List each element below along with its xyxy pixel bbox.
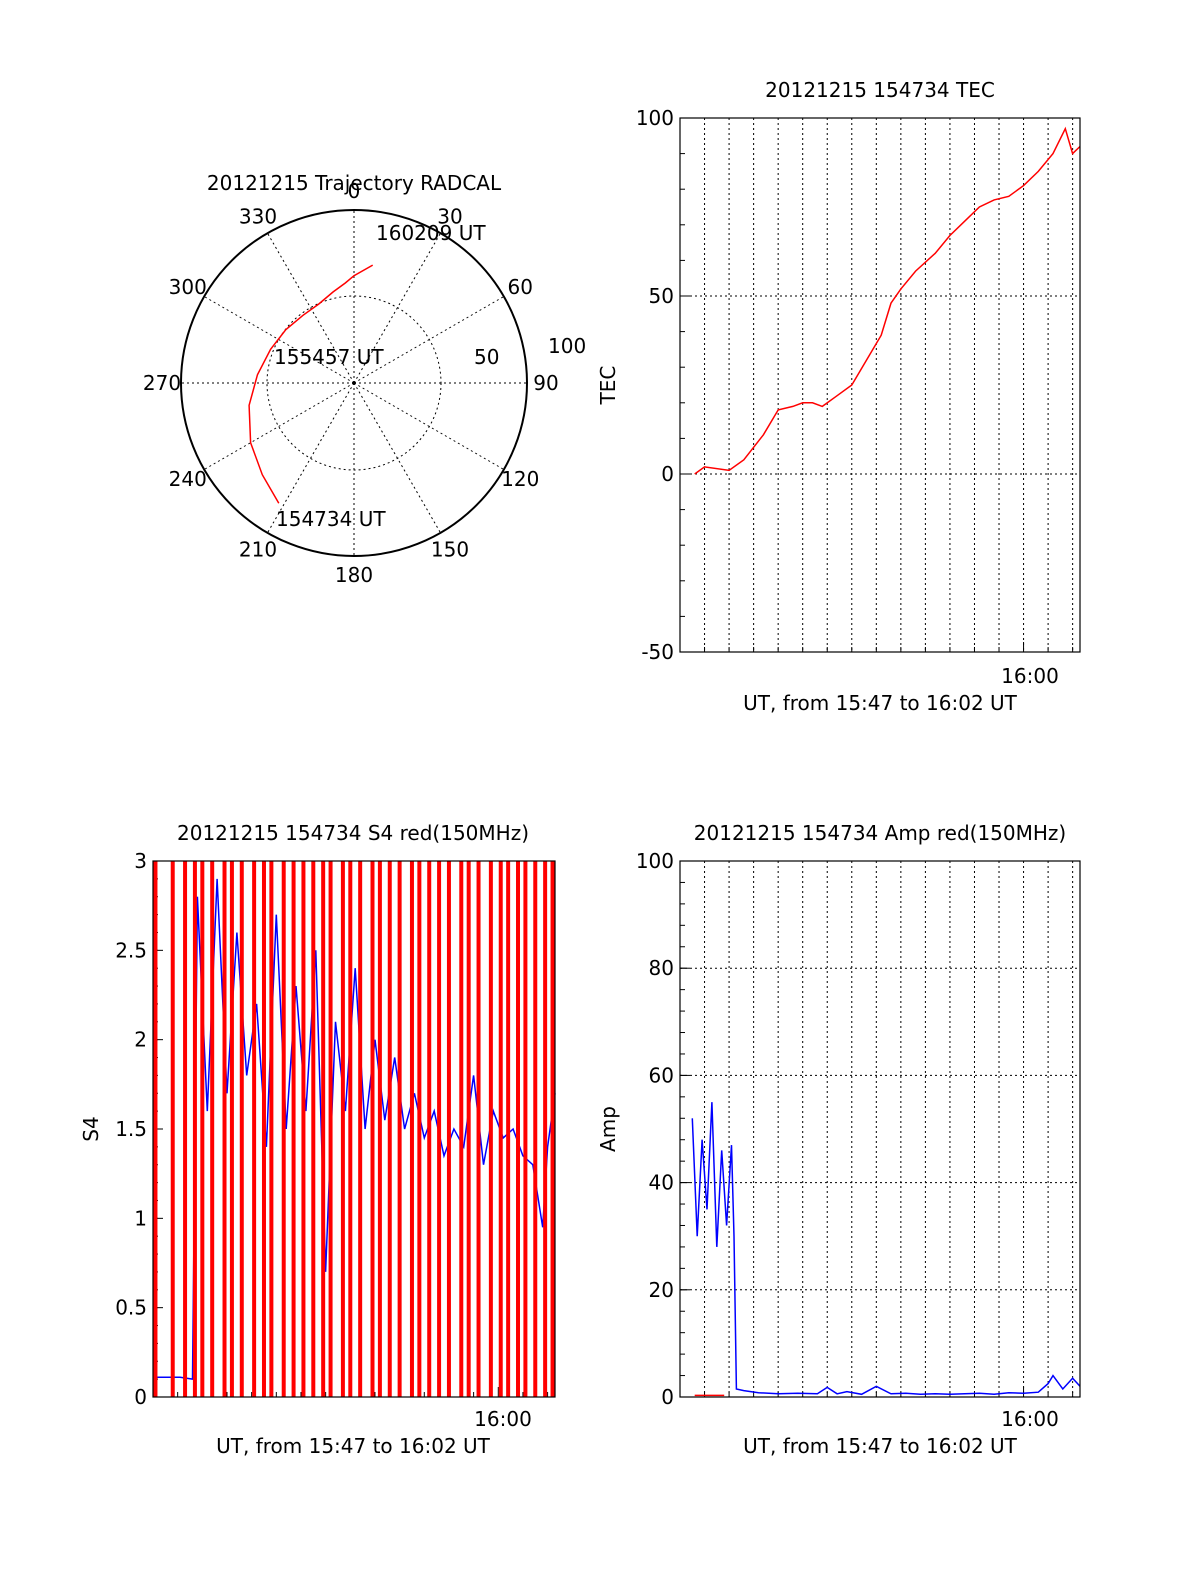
s4-ytick-label: 1.5 — [115, 1117, 147, 1141]
trajectory-label-start: 154734 UT — [276, 507, 386, 531]
s4-panel: 20121215 154734 S4 red(150MHz) 0 0.5 1 1.5 2… — [79, 821, 556, 1458]
polar-angle-label-210: 210 — [239, 537, 277, 561]
amp-y-axis-label: Amp — [596, 1106, 620, 1152]
tec-ytick-label: 100 — [636, 106, 674, 130]
polar-angle-labels: 0 30 60 90 120 150 180 210 240 270 300 330 — [143, 179, 559, 587]
amp-ytick-label: 0 — [661, 1385, 674, 1409]
amp-ytick-label: 60 — [649, 1063, 674, 1087]
amp-title: 20121215 154734 Amp red(150MHz) — [694, 821, 1066, 845]
polar-angle-label-30: 30 — [437, 205, 462, 229]
polar-inner-circle — [266, 295, 442, 471]
polar-spoke-300 — [203, 296, 355, 384]
polar-angle-label-180: 180 — [335, 563, 373, 587]
polar-angle-label-150: 150 — [431, 537, 469, 561]
s4-plot-area: 0 0.5 1 1.5 2 2.5 3 — [115, 849, 556, 1409]
s4-ytick-label: 2.5 — [115, 938, 147, 962]
amp-panel: 20121215 154734 Amp red(150MHz) 0 20 40 60 8… — [596, 821, 1081, 1458]
amp-ytick-label: 20 — [649, 1278, 674, 1302]
tec-ytick-label: 50 — [649, 284, 674, 308]
amp-plot-area: 0 20 40 60 80 100 — [636, 849, 1081, 1409]
amp-axes-box — [679, 860, 1081, 1398]
s4-ytick-label: 3 — [134, 849, 147, 873]
tec-axes-box — [679, 117, 1081, 653]
polar-spoke-330 — [267, 232, 355, 384]
amp-ytick-label: 80 — [649, 956, 674, 980]
s4-ytick-label: 0.5 — [115, 1296, 147, 1320]
polar-radius-label-50: 50 — [474, 345, 499, 369]
trajectory-title: 20121215 Trajectory RADCAL — [207, 171, 502, 195]
s4-ytick-label: 2 — [134, 1028, 147, 1052]
s4-x-axis-label: UT, from 15:47 to 16:02 UT — [216, 1434, 491, 1458]
s4-title: 20121215 154734 S4 red(150MHz) — [177, 821, 529, 845]
trajectory-label-end: 160209 UT — [376, 221, 486, 245]
polar-angle-label-330: 330 — [239, 205, 277, 229]
trajectory-label-mid: 155457 UT — [274, 345, 384, 369]
polar-angle-label-90: 90 — [533, 371, 558, 395]
amp-ytick-label: 40 — [649, 1171, 674, 1195]
polar-angle-label-240: 240 — [169, 467, 207, 491]
tec-x-axis-label: UT, from 15:47 to 16:02 UT — [743, 691, 1018, 715]
trajectory-panel: 20121215 Trajectory RADCAL 0 30 60 90 120 150… — [143, 171, 586, 587]
polar-angle-label-270: 270 — [143, 371, 181, 395]
polar-angle-label-120: 120 — [501, 467, 539, 491]
tec-plot-area: -50 0 50 100 — [636, 106, 1081, 664]
s4-axes-box — [152, 860, 556, 1398]
polar-grid — [181, 210, 527, 556]
polar-radius-label-100: 100 — [548, 334, 586, 358]
tec-x-tick-label: 16:00 — [1001, 664, 1059, 688]
tec-ytick-label: 0 — [661, 462, 674, 486]
amp-x-axis-label: UT, from 15:47 to 16:02 UT — [743, 1434, 1018, 1458]
amp-ytick-label: 100 — [636, 849, 674, 873]
polar-spoke-240 — [203, 382, 355, 470]
polar-angle-label-0: 0 — [348, 179, 361, 203]
s4-ytick-label: 0 — [134, 1385, 147, 1409]
s4-series-0 — [155, 878, 556, 1380]
tec-y-axis-label: TEC — [596, 366, 620, 406]
tec-series-0 — [694, 126, 1081, 475]
tec-panel: 20121215 154734 TEC -50 0 50 100 16:00 UT, … — [596, 78, 1081, 715]
polar-spoke-30 — [353, 232, 441, 384]
amp-series-0 — [691, 1102, 1081, 1396]
amp-x-tick-label: 16:00 — [1001, 1407, 1059, 1431]
polar-angle-label-300: 300 — [169, 275, 207, 299]
s4-y-axis-label: S4 — [79, 1116, 103, 1141]
tec-ytick-label: -50 — [641, 640, 674, 664]
polar-angle-label-60: 60 — [508, 275, 533, 299]
s4-ytick-label: 1 — [134, 1206, 147, 1230]
tec-title: 20121215 154734 TEC — [765, 78, 995, 102]
s4-x-tick-label: 16:00 — [474, 1407, 532, 1431]
polar-outer-circle — [180, 209, 528, 557]
trajectory-line — [248, 264, 374, 504]
